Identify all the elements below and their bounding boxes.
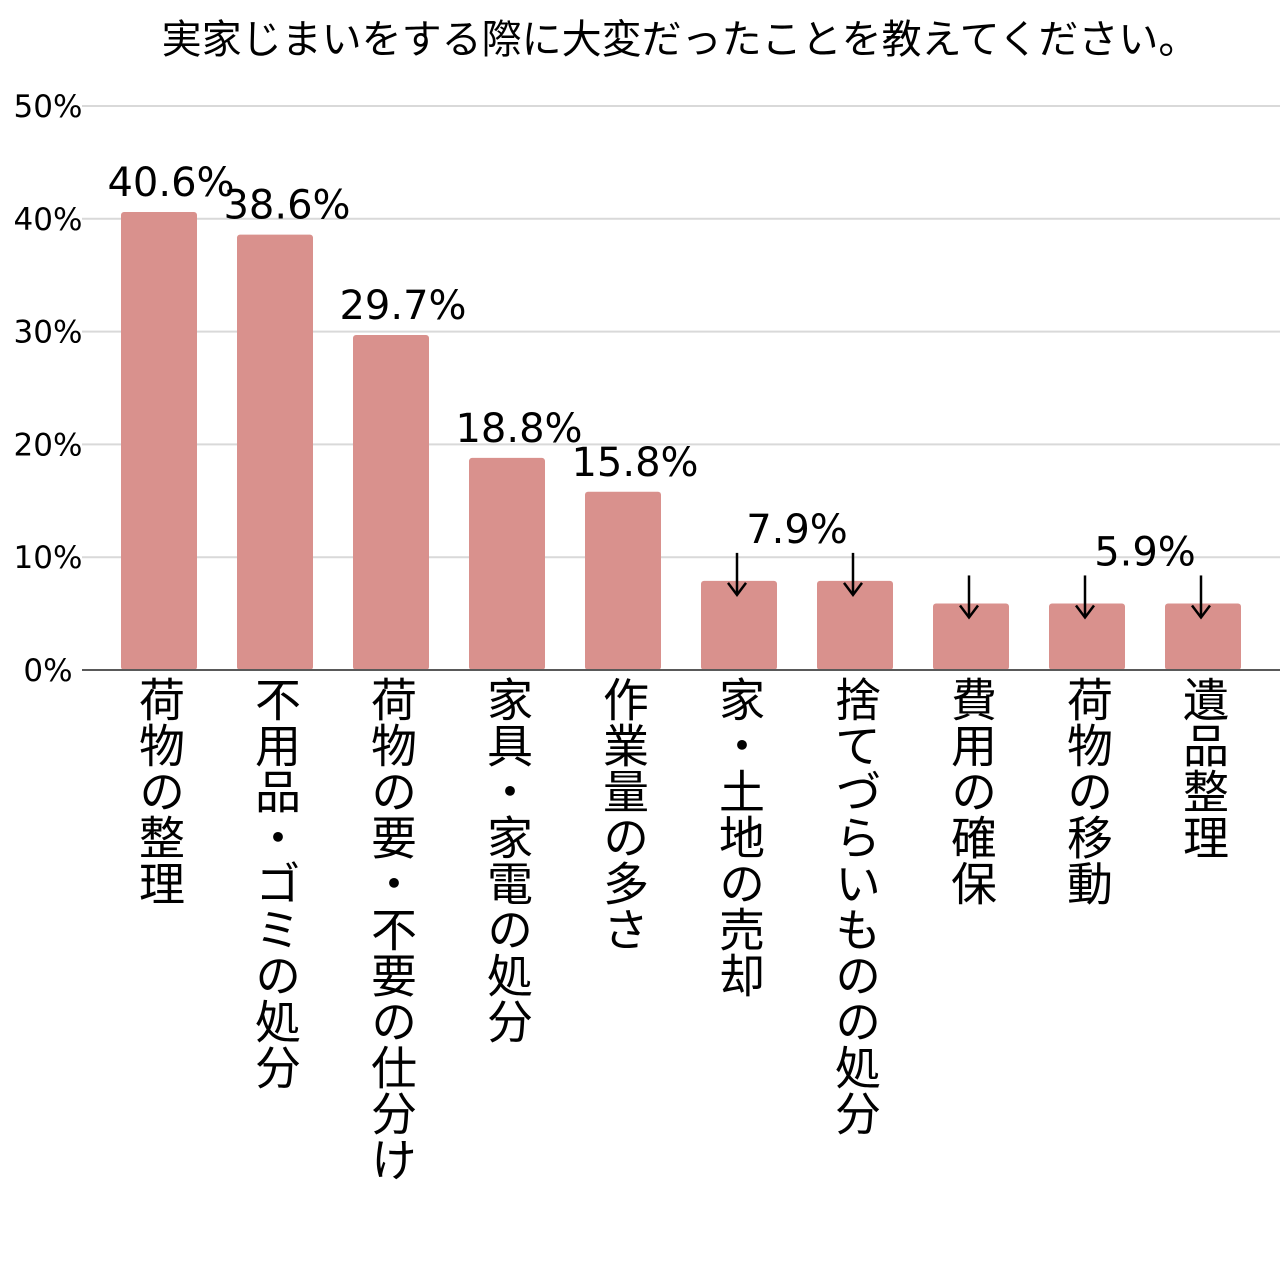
- data-label: 40.6%: [107, 160, 234, 206]
- y-tick-label: 40%: [14, 202, 83, 238]
- bar: [933, 603, 1009, 670]
- arrow-head: [959, 604, 979, 620]
- y-tick-label: 30%: [14, 315, 83, 351]
- bar: [237, 234, 313, 671]
- y-tick-label: 50%: [14, 89, 83, 125]
- arrow-head: [843, 582, 863, 597]
- data-label: 18.8%: [455, 406, 582, 452]
- bar: [585, 491, 661, 670]
- y-tick-label: 10%: [14, 540, 83, 576]
- x-tick-label: 遺品整理: [1176, 676, 1230, 860]
- data-label: 7.9%: [746, 507, 848, 553]
- y-tick-label: 20%: [14, 427, 83, 463]
- arrow-head: [1075, 604, 1095, 620]
- bar: [701, 580, 777, 670]
- arrow-head: [1191, 604, 1211, 620]
- bar: [353, 334, 429, 670]
- x-tick-label: 捨てづらいものの処分: [828, 676, 882, 1136]
- x-tick-label: 荷物の移動: [1060, 676, 1114, 906]
- x-tick-label: 不用品・ゴミの処分: [248, 676, 302, 1090]
- x-tick-label: 作業量の多さ: [596, 676, 650, 952]
- x-tick-label: 家具・家電の処分: [480, 676, 534, 1044]
- bar: [1165, 603, 1241, 670]
- arrow-head: [727, 582, 747, 597]
- chart-title: 実家じまいをする際に大変だったことを教えてください。: [161, 17, 1199, 63]
- data-label: 29.7%: [339, 283, 466, 329]
- data-label: 15.8%: [571, 440, 698, 486]
- x-tick-label: 費用の確保: [944, 676, 998, 906]
- bar: [817, 580, 893, 670]
- bar: [469, 457, 545, 670]
- x-tick-label: 荷物の要・不要の仕分け: [364, 676, 418, 1182]
- x-tick-label: 家・土地の売却: [712, 676, 766, 998]
- y-tick-label: 0%: [23, 653, 72, 689]
- data-label: 5.9%: [1094, 529, 1196, 575]
- x-tick-label: 荷物の整理: [132, 676, 186, 906]
- bar: [1049, 603, 1125, 670]
- bar: [121, 212, 197, 671]
- data-label: 38.6%: [223, 183, 350, 229]
